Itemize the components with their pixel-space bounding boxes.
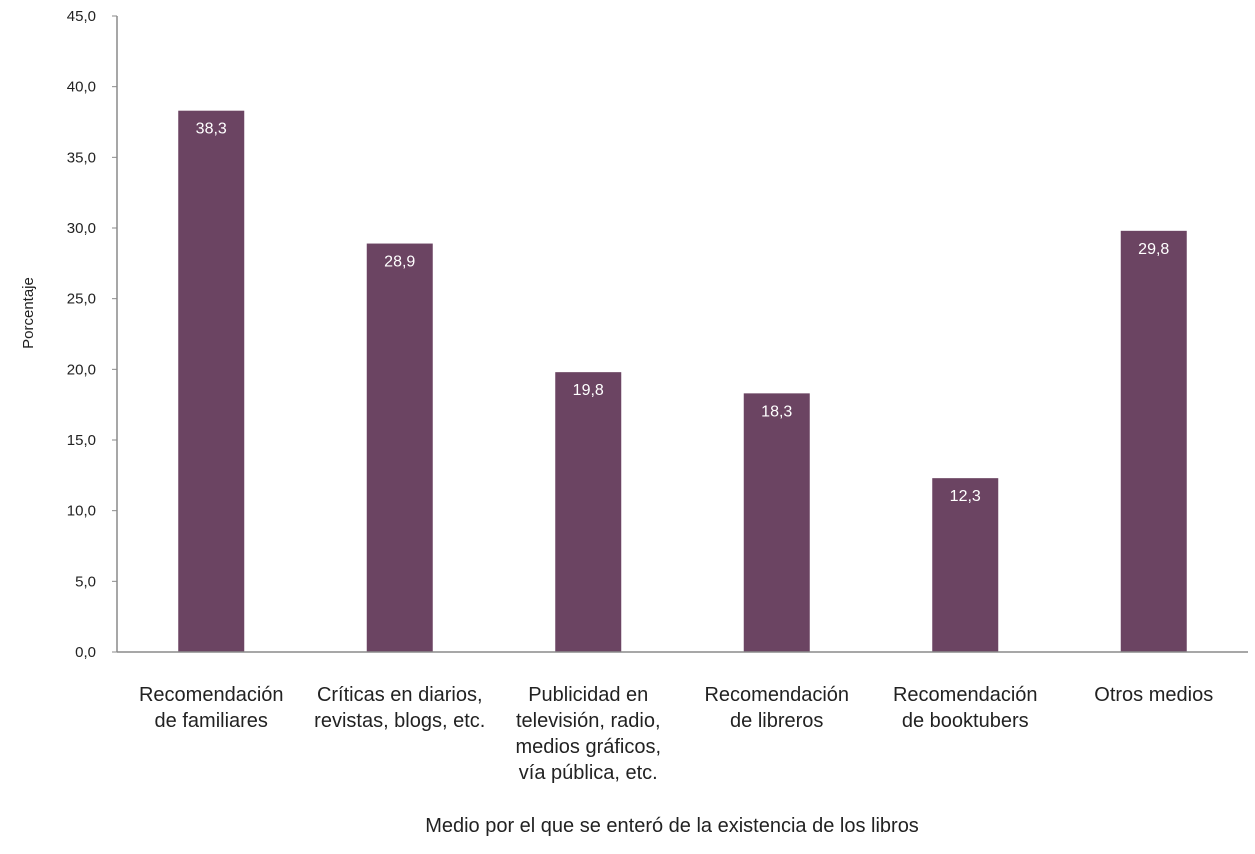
category-label: Recomendación de familiares [139, 684, 284, 732]
bars [178, 110, 1187, 652]
bar [1120, 230, 1187, 652]
y-tick-label: 5,0 [75, 573, 96, 590]
category-label: Recomendación de libreros [704, 684, 849, 732]
y-tick-label: 30,0 [67, 220, 96, 237]
bar [743, 393, 810, 652]
data-label: 29,8 [1138, 241, 1169, 258]
category-label: Críticas en diarios, revistas, blogs, etc… [314, 684, 485, 732]
y-tick-label: 15,0 [67, 432, 96, 449]
y-axis-ticks: 0,0 5,0 10,0 15,0 20,0 25,0 30,0 35,0 40,0 45,0 [67, 8, 117, 661]
bar [178, 110, 245, 652]
bar [366, 243, 433, 652]
data-label: 28,9 [384, 254, 415, 271]
category-labels: Recomendación de familiares Críticas en di… [139, 684, 1213, 784]
y-tick-label: 45,0 [67, 8, 96, 25]
bar [932, 478, 999, 652]
x-axis-title: Medio por el que se enteró de la existen… [425, 815, 919, 837]
data-label: 12,3 [950, 488, 981, 505]
y-tick-label: 0,0 [75, 644, 96, 661]
data-label: 18,3 [761, 403, 792, 420]
y-tick-label: 10,0 [67, 503, 96, 520]
data-labels: 38,3 28,9 19,8 18,3 12,3 29,8 [196, 121, 1170, 505]
y-tick-label: 40,0 [67, 79, 96, 96]
y-tick-label: 35,0 [67, 149, 96, 166]
y-tick-label: 25,0 [67, 291, 96, 308]
y-tick-label: 20,0 [67, 361, 96, 378]
category-label: Recomendación de booktubers [893, 684, 1038, 732]
category-label: Otros medios [1094, 684, 1213, 706]
bar [555, 372, 622, 652]
data-label: 38,3 [196, 121, 227, 138]
data-label: 19,8 [573, 382, 604, 399]
category-label: Publicidad en televisión, radio, medios gr… [515, 684, 661, 784]
y-axis-title: Porcentaje [20, 277, 37, 349]
